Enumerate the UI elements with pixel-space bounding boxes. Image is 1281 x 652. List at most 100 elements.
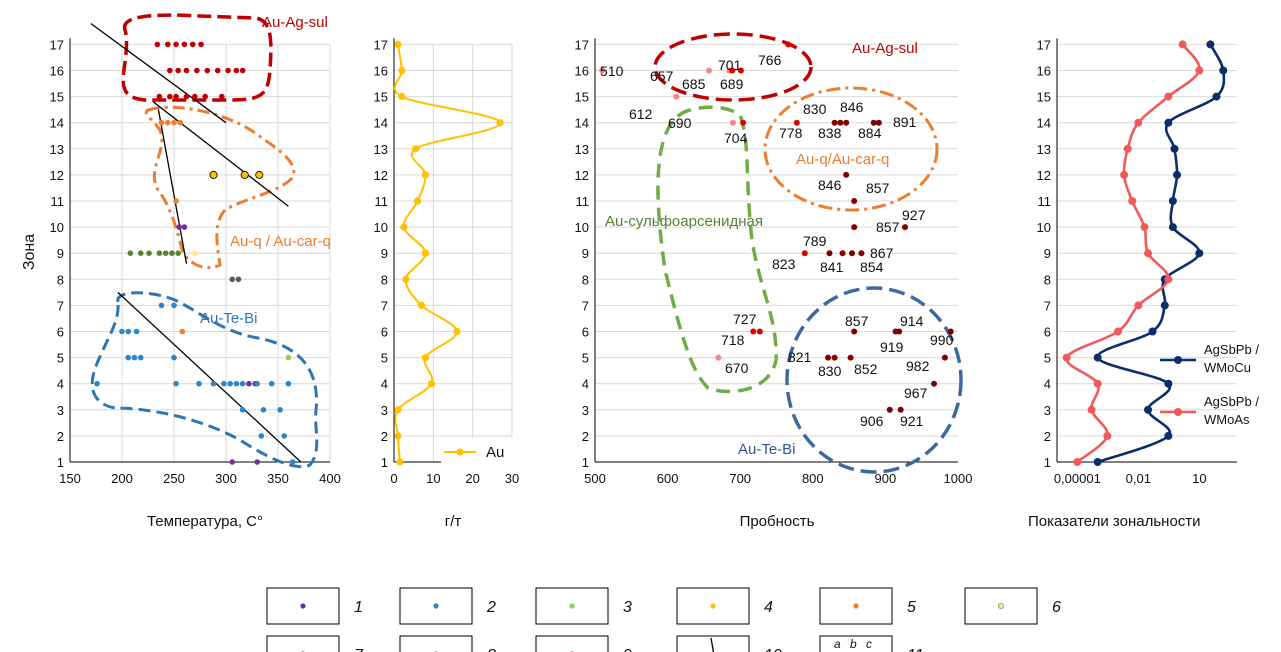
point-label: 884 bbox=[858, 125, 882, 141]
x-axis-label: Пробность bbox=[740, 513, 815, 530]
data-point bbox=[268, 380, 275, 387]
zonality-point bbox=[1134, 118, 1143, 127]
data-point bbox=[173, 198, 179, 204]
zonality-point bbox=[1164, 431, 1173, 440]
point-label: 982 bbox=[906, 358, 930, 374]
fineness-point bbox=[705, 67, 712, 74]
data-point bbox=[214, 67, 221, 74]
zonality-point bbox=[1148, 327, 1157, 336]
x-tick-label: 200 bbox=[111, 471, 133, 486]
au-point bbox=[394, 40, 402, 49]
data-point bbox=[156, 93, 163, 100]
data-point bbox=[177, 119, 184, 126]
y-tick-label: 4 bbox=[1044, 377, 1051, 392]
fineness-point bbox=[902, 224, 909, 231]
point-label: 854 bbox=[860, 259, 884, 275]
y-tick-label: 7 bbox=[57, 298, 64, 313]
y-tick-label: 16 bbox=[575, 64, 589, 79]
trend-line bbox=[157, 109, 188, 264]
legend-dot bbox=[300, 603, 306, 609]
x-tick-label: 300 bbox=[215, 471, 237, 486]
y-tick-label: 15 bbox=[575, 90, 589, 105]
point-label: 718 bbox=[721, 332, 745, 348]
legend-sub-label: b bbox=[850, 637, 857, 651]
zonality-point bbox=[1195, 66, 1204, 75]
y-tick-label: 1 bbox=[381, 455, 388, 470]
y-tick-label: 9 bbox=[57, 246, 64, 261]
zonality-point bbox=[1144, 405, 1153, 414]
legend-box bbox=[399, 635, 473, 652]
x-tick-label: 400 bbox=[319, 471, 341, 486]
zonality-point bbox=[1173, 170, 1182, 179]
y-tick-label: 9 bbox=[381, 246, 388, 261]
zonality-point bbox=[1128, 197, 1137, 205]
region-label-au-q: Au-q / Au-car-q bbox=[230, 233, 331, 250]
data-point bbox=[235, 276, 242, 283]
data-point bbox=[167, 67, 173, 74]
legend-label: AgSbPb / bbox=[1204, 342, 1259, 357]
x-axis-label: г/т bbox=[445, 513, 462, 530]
x-tick-label: 250 bbox=[163, 471, 185, 486]
x-tick-label: 700 bbox=[729, 471, 751, 486]
y-tick-label: 10 bbox=[1037, 220, 1051, 235]
au-point bbox=[421, 249, 430, 257]
fineness-point bbox=[737, 67, 744, 74]
x-tick-label: 0 bbox=[390, 471, 397, 486]
au-point bbox=[394, 432, 402, 440]
data-point bbox=[162, 250, 169, 256]
legend-dot bbox=[998, 603, 1005, 610]
y-tick-label: 15 bbox=[50, 90, 64, 105]
fineness-point bbox=[851, 328, 858, 335]
zonality-point bbox=[1062, 353, 1071, 362]
y-tick-label: 6 bbox=[582, 325, 589, 340]
fineness-point bbox=[785, 41, 792, 48]
region-label-au-ag-sul: Au-Ag-sul bbox=[852, 40, 918, 57]
data-point bbox=[131, 354, 138, 361]
data-point bbox=[173, 93, 179, 100]
region-au-sulfoarsenide bbox=[656, 105, 778, 394]
fineness-point bbox=[599, 67, 606, 74]
legend-sub-label: a bbox=[834, 637, 841, 651]
data-point bbox=[202, 93, 208, 100]
point-label: 727 bbox=[733, 311, 757, 327]
au-legend-marker bbox=[456, 448, 464, 456]
y-tick-label: 12 bbox=[374, 168, 388, 183]
point-label: 704 bbox=[724, 130, 748, 146]
data-point bbox=[194, 67, 200, 74]
y-tick-label: 16 bbox=[50, 64, 64, 79]
zonality-point bbox=[1178, 40, 1187, 49]
y-tick-label: 14 bbox=[374, 116, 388, 131]
region-au-te-bi bbox=[90, 291, 319, 469]
zonality-point bbox=[1168, 223, 1177, 232]
fineness-point bbox=[849, 250, 856, 257]
point-label: 789 bbox=[803, 233, 827, 249]
y-tick-label: 16 bbox=[1037, 64, 1051, 79]
fineness-point bbox=[843, 119, 850, 126]
fineness-point bbox=[843, 171, 850, 178]
point-label: 927 bbox=[902, 207, 926, 223]
data-point bbox=[198, 41, 204, 48]
fineness-point bbox=[756, 328, 763, 335]
point-label: 846 bbox=[840, 99, 864, 115]
y-tick-label: 1 bbox=[57, 455, 64, 470]
zonality-point bbox=[1120, 170, 1129, 179]
data-point bbox=[254, 459, 260, 465]
point-label: 689 bbox=[720, 76, 744, 92]
legend-number: 2 bbox=[486, 599, 496, 616]
legend-number: 1 bbox=[354, 599, 363, 616]
legend-dot bbox=[569, 603, 575, 609]
x-axis-label: Показатели зональности bbox=[1028, 513, 1201, 530]
data-point bbox=[125, 328, 132, 335]
y-tick-label: 4 bbox=[57, 377, 64, 392]
point-label: 921 bbox=[900, 413, 924, 429]
data-point bbox=[240, 170, 249, 179]
y-tick-label: 15 bbox=[374, 90, 388, 105]
y-tick-label: 9 bbox=[582, 246, 589, 261]
data-point bbox=[164, 119, 171, 126]
fineness-point bbox=[896, 328, 903, 335]
y-tick-label: 8 bbox=[1044, 272, 1051, 287]
data-point bbox=[94, 380, 100, 387]
x-tick-label: 500 bbox=[584, 471, 606, 486]
